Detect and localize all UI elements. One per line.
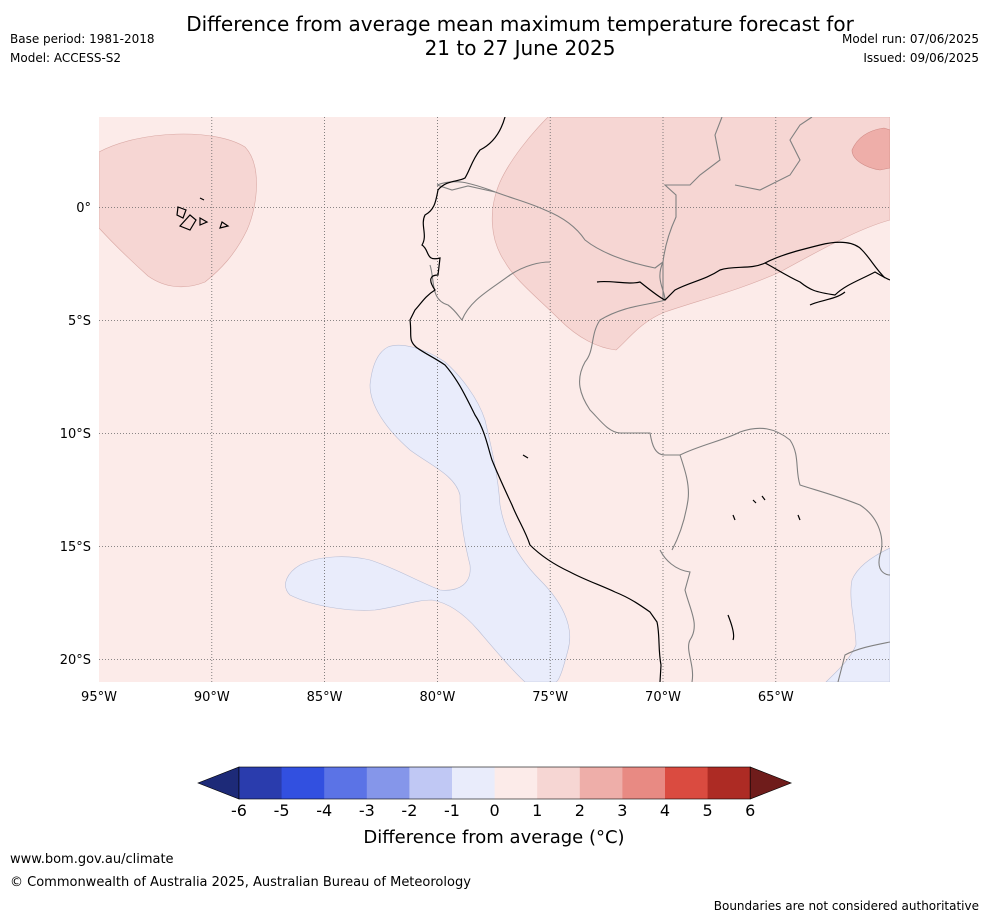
colorbar-tick-label: 3 xyxy=(617,801,627,820)
colorbar-tick-label: -2 xyxy=(401,801,417,820)
colorbar-tick-label: -6 xyxy=(231,801,247,820)
lon-label: 80°W xyxy=(419,690,455,705)
cool-anomaly-southeast xyxy=(825,547,890,682)
coastlines xyxy=(176,117,890,682)
map-title: Difference from average mean maximum tem… xyxy=(186,12,854,60)
colorbar-segment xyxy=(281,767,325,799)
colorbar-segment xyxy=(665,767,708,799)
colorbar-segment xyxy=(452,767,495,799)
latitude-labels: 0° 5°S 10°S 15°S 20°S xyxy=(60,201,91,668)
base-period-label: Base period: 1981-2018 xyxy=(10,32,155,46)
lon-label: 90°W xyxy=(194,690,230,705)
warm-anomaly-amazon xyxy=(491,117,890,351)
lon-label: 70°W xyxy=(645,690,681,705)
colorbar-segment xyxy=(239,767,282,799)
disclaimer-text: Boundaries are not considered authoritat… xyxy=(713,899,979,913)
colorbar-segment xyxy=(409,767,453,799)
colorbar-tick-label: 0 xyxy=(490,801,500,820)
model-run-label: Model run: 07/06/2025 xyxy=(841,32,979,46)
colorbar-segment xyxy=(324,767,368,799)
lat-label: 20°S xyxy=(60,653,91,668)
country-borders xyxy=(429,117,890,682)
longitude-labels: 95°W 90°W 85°W 80°W 75°W 70°W 65°W xyxy=(81,690,794,705)
colorbar-tick-label: 5 xyxy=(703,801,713,820)
colorbar-title: Difference from average (°C) xyxy=(363,827,625,848)
lon-label: 65°W xyxy=(758,690,794,705)
map-area xyxy=(99,117,890,682)
warm-anomaly-high xyxy=(851,127,890,171)
gridlines xyxy=(99,117,890,682)
lon-label: 95°W xyxy=(81,690,117,705)
website-text: www.bom.gov.au/climate xyxy=(10,852,174,867)
colorbar-segment xyxy=(707,767,751,799)
colorbar-tick-label: 4 xyxy=(660,801,670,820)
colorbar-tick-label: -1 xyxy=(444,801,460,820)
copyright-text: © Commonwealth of Australia 2025, Austra… xyxy=(10,875,471,890)
colorbar-tick-label: 1 xyxy=(532,801,542,820)
cool-anomaly-offshore xyxy=(285,344,570,682)
colorbar-tick-label: -4 xyxy=(316,801,332,820)
lat-label: 15°S xyxy=(60,540,91,555)
colorbar-segment xyxy=(366,767,410,799)
colorbar-segment xyxy=(494,767,538,799)
issued-label: Issued: 09/06/2025 xyxy=(863,51,979,65)
colorbar-segment xyxy=(579,767,623,799)
model-label: Model: ACCESS-S2 xyxy=(10,51,122,65)
colorbar-tick-label: -3 xyxy=(359,801,375,820)
colorbar-segment xyxy=(622,767,666,799)
colorbar-frame xyxy=(238,766,751,800)
lat-label: 5°S xyxy=(68,314,91,329)
colorbar: -6 -5 -4 -3 -2 -1 0 1 2 3 4 5 6 xyxy=(197,766,793,820)
lat-label: 0° xyxy=(76,201,91,216)
colorbar-segment xyxy=(537,767,581,799)
colorbar-tick-label: 2 xyxy=(575,801,585,820)
colorbar-extend-high xyxy=(749,766,793,800)
lat-label: 10°S xyxy=(60,427,91,442)
colorbar-tick-label: 6 xyxy=(745,801,755,820)
lon-label: 75°W xyxy=(532,690,568,705)
colorbar-tick-label: -5 xyxy=(274,801,290,820)
colorbar-extend-low xyxy=(197,766,240,800)
lon-label: 85°W xyxy=(307,690,343,705)
